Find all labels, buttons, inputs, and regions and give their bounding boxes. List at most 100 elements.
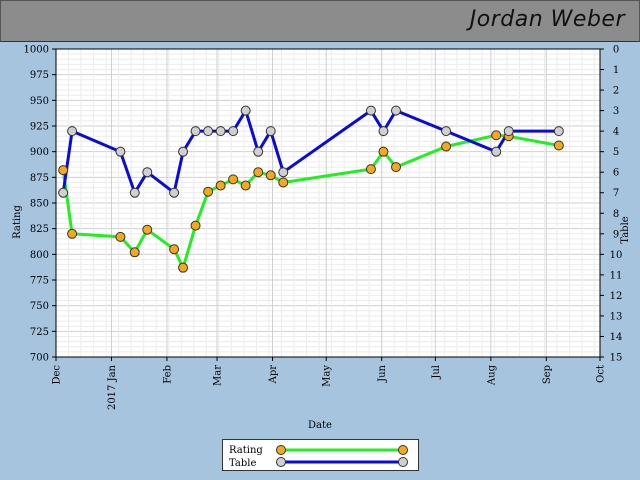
data-point-rating <box>365 164 376 175</box>
y2-tick-label: 1 <box>613 65 619 76</box>
data-point-table <box>278 167 289 178</box>
data-point-table <box>441 126 452 137</box>
data-point-rating <box>203 186 214 197</box>
y2-tick-label: 15 <box>610 353 623 364</box>
y-tick-label: 875 <box>30 173 49 184</box>
data-point-table <box>129 187 140 198</box>
y2-tick-label: 9 <box>613 229 619 240</box>
y2-tick-label: 7 <box>613 188 619 199</box>
y2-tick-label: 3 <box>613 106 619 117</box>
x-tick-label: Jun <box>377 364 388 382</box>
data-point-rating <box>265 170 276 181</box>
legend-marker-table-end <box>398 457 408 467</box>
series-line-table <box>61 109 559 195</box>
grid <box>55 48 601 358</box>
axis-ticks: 7007257507758008258508759009259509751000… <box>24 45 623 411</box>
series-line-rating <box>61 133 560 270</box>
data-point-rating <box>58 165 69 176</box>
y-tick-label: 775 <box>30 276 49 287</box>
data-point-table <box>142 167 153 178</box>
data-point-table <box>178 146 189 157</box>
y2-tick-label: 5 <box>613 147 619 158</box>
legend: Rating Table <box>222 439 419 471</box>
x-tick-label: Sep <box>542 365 553 384</box>
y-tick-label: 975 <box>30 70 49 81</box>
y2-tick-label: 10 <box>610 250 623 261</box>
data-point-rating <box>491 130 502 141</box>
data-point-rating <box>228 174 239 185</box>
x-tick-label: Jul <box>431 365 442 380</box>
y-axis-title: Rating <box>12 205 23 239</box>
data-point-rating <box>240 180 251 191</box>
data-point-table <box>240 105 251 116</box>
header-bar: Jordan Weber <box>0 0 640 42</box>
y2-tick-label: 4 <box>613 127 619 138</box>
data-point-table <box>503 126 514 137</box>
y2-tick-label: 13 <box>610 311 623 322</box>
y-tick-label: 1000 <box>24 45 49 56</box>
data-point-table <box>391 105 401 116</box>
x-tick-label: 2017 Jan <box>107 364 118 410</box>
data-point-table <box>169 187 180 198</box>
data-point-rating <box>115 231 126 242</box>
legend-marker-table-start <box>276 457 286 467</box>
data-point-table <box>203 126 214 137</box>
x-axis-title: Date <box>308 420 332 431</box>
y2-tick-label: 14 <box>610 332 623 343</box>
series-lines <box>61 109 560 270</box>
y-tick-label: 700 <box>30 353 49 364</box>
data-point-rating <box>129 247 140 258</box>
data-point-table <box>190 126 201 137</box>
y-tick-label: 900 <box>30 147 49 158</box>
y2-tick-label: 2 <box>613 86 619 97</box>
data-point-table <box>378 126 389 137</box>
y-tick-label: 850 <box>30 199 49 210</box>
y2-tick-label: 0 <box>613 45 619 56</box>
x-tick-label: May <box>322 365 333 387</box>
data-point-rating <box>169 244 180 255</box>
legend-marker-rating-start <box>276 445 286 455</box>
legend-label-rating: Rating <box>229 445 263 456</box>
data-point-table <box>58 187 69 198</box>
x-tick-label: Apr <box>268 365 279 385</box>
data-point-rating <box>378 146 389 157</box>
y-tick-label: 925 <box>30 122 49 133</box>
data-point-rating <box>553 140 564 151</box>
data-point-rating <box>253 167 264 178</box>
data-point-rating <box>67 228 78 239</box>
y2-tick-label: 8 <box>613 209 619 220</box>
y-tick-label: 800 <box>30 250 49 261</box>
data-point-table <box>67 126 78 137</box>
data-point-rating <box>215 180 226 191</box>
legend-label-table: Table <box>229 458 256 469</box>
x-tick-label: Mar <box>213 365 224 386</box>
data-point-table <box>215 126 226 137</box>
data-point-table <box>491 146 502 157</box>
data-point-rating <box>190 220 201 231</box>
y2-axis-title: Table <box>620 216 631 243</box>
data-point-table <box>115 146 126 157</box>
legend-marker-rating-end <box>398 445 408 455</box>
data-point-table <box>265 126 276 137</box>
data-point-rating <box>278 177 289 188</box>
data-point-table <box>553 126 564 137</box>
x-tick-label: Feb <box>162 365 173 384</box>
y-tick-label: 825 <box>30 224 49 235</box>
data-point-rating <box>178 262 189 273</box>
data-point-table <box>228 126 239 137</box>
y-tick-label: 950 <box>30 96 49 107</box>
data-point-rating <box>142 224 153 235</box>
data-point-table <box>253 146 264 157</box>
y-tick-label: 750 <box>30 301 49 312</box>
x-tick-label: Dec <box>52 365 63 385</box>
y2-tick-label: 12 <box>610 291 623 302</box>
data-point-rating <box>391 162 401 173</box>
y2-tick-label: 6 <box>613 168 619 179</box>
data-point-table <box>365 105 376 116</box>
player-name: Jordan Weber <box>469 7 625 32</box>
series-points <box>58 105 564 273</box>
x-tick-label: Oct <box>596 365 607 383</box>
data-point-rating <box>441 141 452 152</box>
y-tick-label: 725 <box>30 327 49 338</box>
